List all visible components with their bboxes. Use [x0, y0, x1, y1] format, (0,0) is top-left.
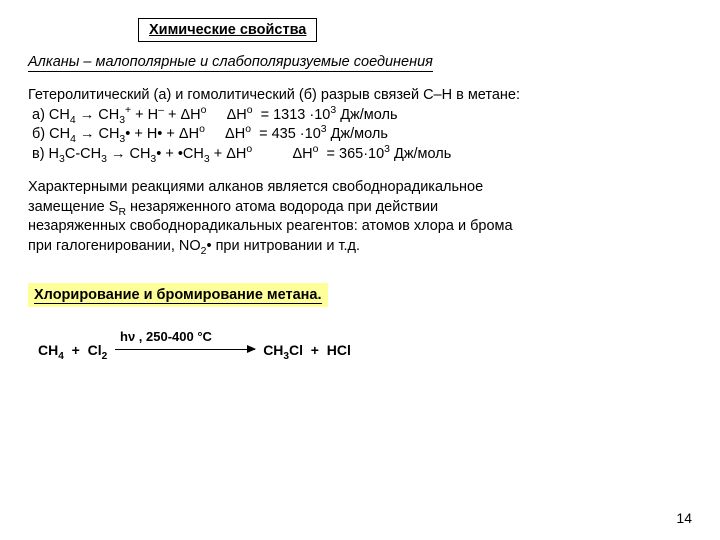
title-box: Химические свойства [138, 18, 317, 42]
chlorination-reaction: hν , 250-400 °C CH4 + Cl2 CH3Cl + HCl [38, 329, 692, 358]
reaction-v: в) H3C-CH3 → CH3• + •CH3 + ΔHo ΔHo = 365… [28, 145, 692, 165]
reaction-arrow-icon [115, 349, 255, 350]
reaction-b: б) CH4 → CH3• + H• + ΔHo ΔHo = 435 ·103 … [28, 125, 692, 145]
subtitle: Алканы – малополярные и слабополяризуемы… [28, 54, 433, 72]
page-title: Химические свойства [149, 22, 306, 38]
highlight-heading: Хлорирование и бромирование метана. [28, 283, 328, 307]
main-paragraph: Характерными реакциями алканов является … [28, 178, 692, 256]
reaction-equation: CH4 + Cl2 CH3Cl + HCl [38, 342, 692, 358]
page-number: 14 [676, 510, 692, 526]
cleavage-block: Гетеролитический (а) и гомолитический (б… [28, 86, 692, 164]
cleavage-intro: Гетеролитический (а) и гомолитический (б… [28, 86, 692, 106]
reaction-a: а) CH4 → CH3+ + H– + ΔHo ΔHo = 1313 ·103… [28, 106, 692, 126]
